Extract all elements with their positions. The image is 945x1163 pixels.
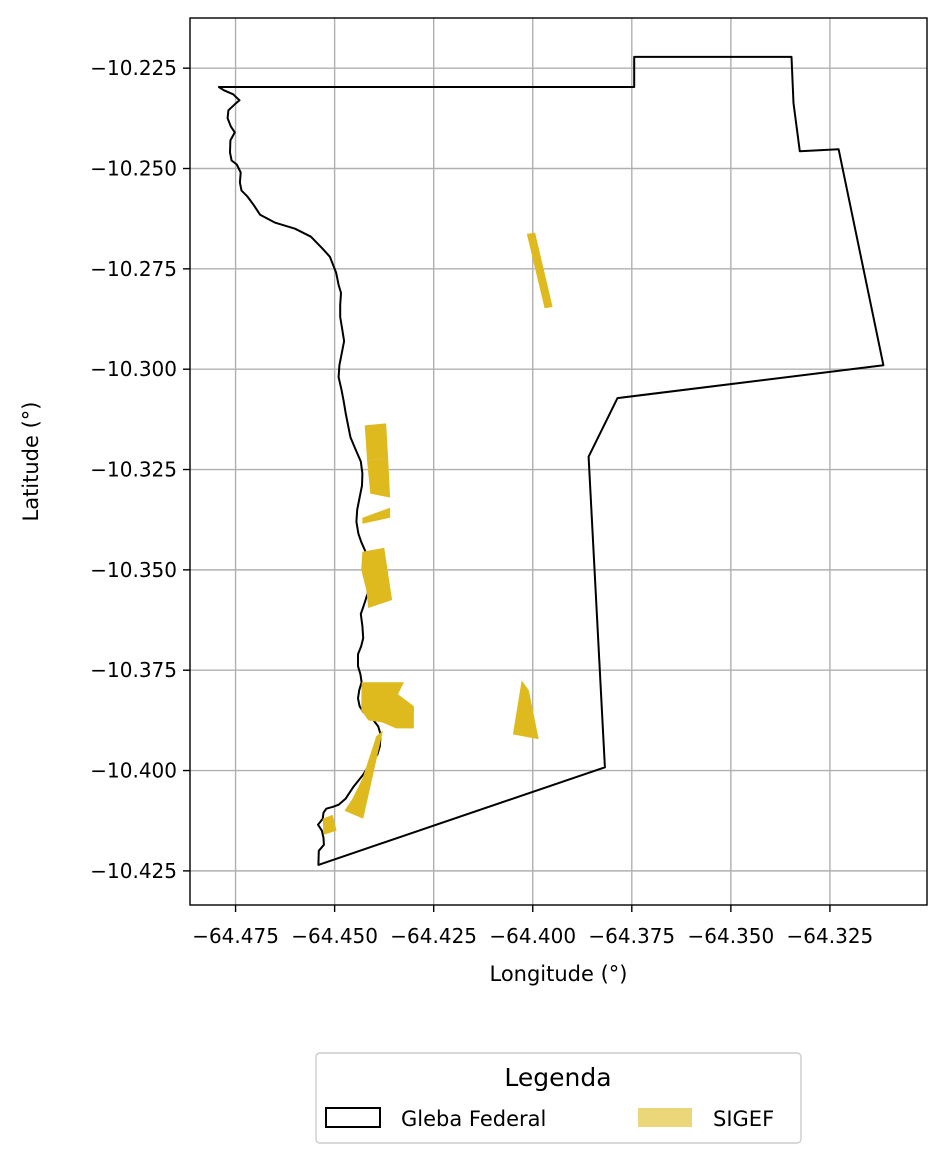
legend: Legenda Gleba Federal SIGEF	[315, 1052, 802, 1144]
axis-ticks: −64.475 −64.450 −64.425 −64.400 −64.375 −64.3…	[90, 56, 873, 948]
grid-lines	[190, 18, 927, 905]
y-tick-label: −10.325	[90, 458, 177, 482]
gleba-federal-boundary	[217, 55, 885, 866]
legend-title: Legenda	[504, 1063, 611, 1092]
y-tick-label: −10.400	[90, 759, 177, 783]
legend-swatch-sigef	[638, 1108, 692, 1127]
y-tick-label: −10.275	[90, 257, 177, 281]
x-tick-label: −64.450	[291, 924, 378, 948]
y-tick-label: −10.300	[90, 357, 177, 381]
legend-label-gleba-federal: Gleba Federal	[401, 1107, 546, 1131]
sigef-parcel	[367, 457, 391, 498]
map-layers	[217, 55, 885, 866]
sigef-parcel	[361, 682, 414, 729]
legend-swatch-gleba-federal	[325, 1107, 381, 1128]
sigef-parcel	[322, 814, 337, 835]
y-tick-label: −10.375	[90, 658, 177, 682]
sigef-parcel	[362, 507, 391, 524]
x-tick-label: −64.375	[588, 924, 675, 948]
axes-frame	[189, 17, 928, 906]
y-tick-label: −10.350	[90, 558, 177, 582]
sigef-parcel	[361, 547, 393, 608]
x-tick-label: −64.475	[192, 924, 279, 948]
y-axis-label: Latitude (°)	[19, 402, 43, 522]
x-tick-label: −64.325	[787, 924, 874, 948]
x-tick-label: −64.350	[687, 924, 774, 948]
y-tick-label: −10.425	[90, 859, 177, 883]
sigef-parcel	[344, 730, 383, 819]
y-tick-label: −10.250	[90, 157, 177, 181]
sigef-parcel	[512, 680, 539, 740]
sigef-parcel	[526, 232, 553, 309]
x-tick-label: −64.400	[489, 924, 576, 948]
y-tick-label: −10.225	[90, 56, 177, 80]
x-tick-label: −64.425	[390, 924, 477, 948]
x-axis-label: Longitude (°)	[489, 962, 627, 986]
legend-label-sigef: SIGEF	[713, 1107, 774, 1131]
sigef-parcel	[364, 423, 389, 461]
